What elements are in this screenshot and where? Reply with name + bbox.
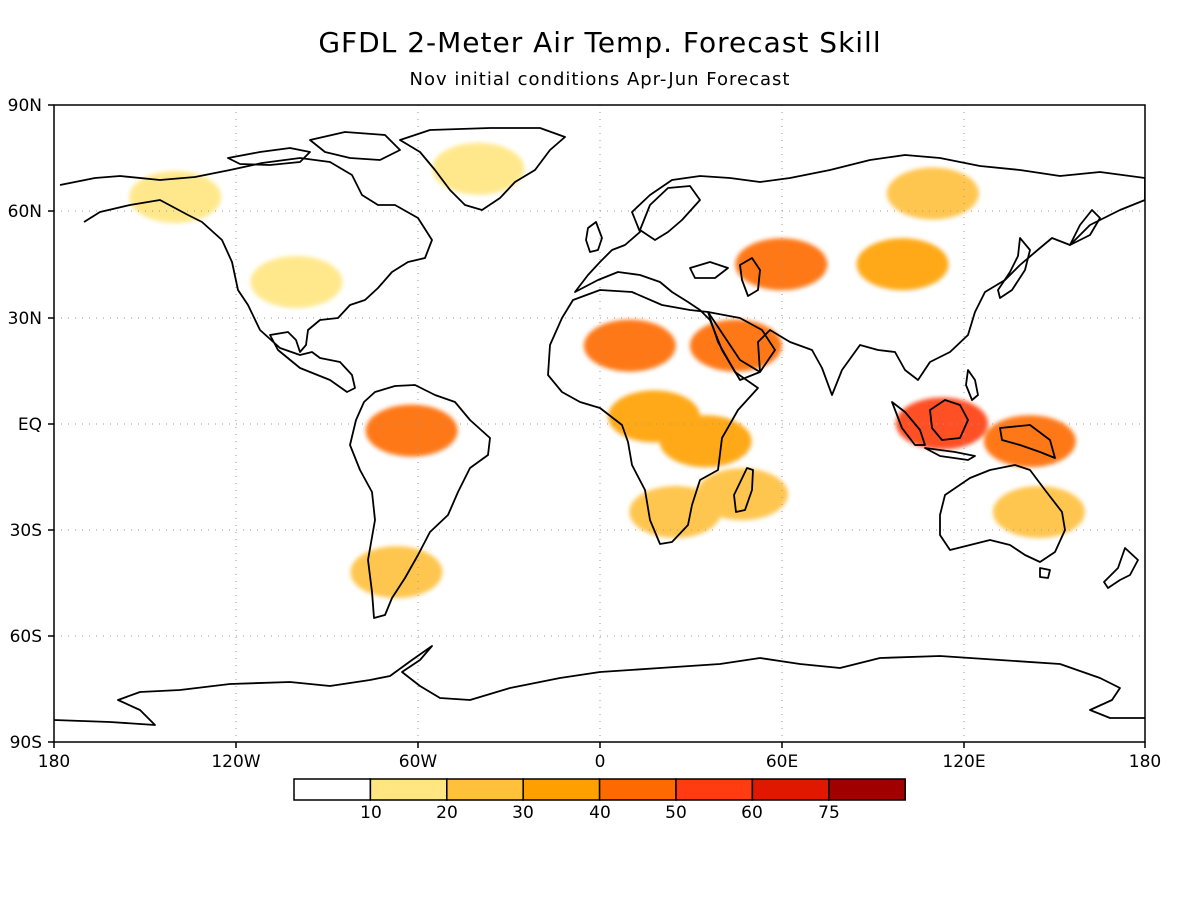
skill-region-core — [717, 480, 766, 509]
skill-region-core — [387, 416, 436, 445]
coast-borneo — [929, 399, 969, 441]
coast-south-america — [349, 384, 491, 619]
skill-region-core — [151, 183, 200, 212]
skill-region-core — [878, 250, 927, 279]
coastlines — [54, 127, 1145, 726]
colorbar-box — [828, 778, 906, 801]
lon-label: 180 — [1129, 752, 1161, 772]
coast-japan — [997, 237, 1031, 299]
colorbar-label: 20 — [436, 803, 458, 823]
colorbar-label: 40 — [589, 803, 611, 823]
colorbar-box — [369, 778, 448, 801]
lon-label: 180 — [38, 752, 70, 772]
colorbar-label: 75 — [818, 803, 840, 823]
coast-new-zealand — [1103, 547, 1139, 589]
lon-label: 120W — [211, 752, 260, 772]
skill-region-core — [272, 267, 321, 296]
lat-label: 60N — [8, 202, 42, 222]
colorbar-box — [598, 778, 677, 801]
skill-region-core — [372, 558, 421, 587]
lat-label: 90S — [10, 733, 42, 753]
lon-label: 60W — [399, 752, 438, 772]
coast-antarctica — [54, 645, 1145, 726]
coast-madagascar — [733, 467, 754, 513]
skill-region-core — [651, 497, 700, 526]
colorbar-label: 30 — [512, 803, 534, 823]
colorbar-label: 10 — [360, 803, 382, 823]
colorbar-labels: 10 20 30 40 50 60 75 — [360, 803, 840, 823]
lat-label: 30N — [8, 309, 42, 329]
lat-label: 60S — [10, 627, 42, 647]
lon-axis-labels: 180 120W 60W 0 60E 120E 180 — [38, 752, 1161, 772]
coast-uk — [585, 221, 603, 253]
colorbar-label: 50 — [665, 803, 687, 823]
coast-caspian — [739, 257, 761, 297]
map-title: GFDL 2-Meter Air Temp. Forecast Skill — [318, 26, 882, 59]
colorbar-box — [675, 778, 754, 801]
skill-region-core — [681, 427, 730, 456]
skill-region-core — [1014, 497, 1063, 526]
colorbar-box — [522, 778, 601, 801]
skill-shading — [129, 142, 1085, 599]
lat-label: 90N — [8, 96, 42, 116]
skill-region-core — [454, 154, 503, 183]
lon-label: 120E — [942, 752, 985, 772]
lat-axis-labels: 90N 60N 30N EQ 30S 60S 90S — [8, 96, 42, 753]
map-subtitle: Nov initial conditions Apr-Jun Forecast — [409, 69, 791, 90]
lon-label: 60E — [766, 752, 798, 772]
skill-region-core — [908, 179, 957, 208]
colorbar-box — [293, 778, 372, 801]
colorbar-label: 60 — [741, 803, 763, 823]
skill-region-core — [917, 409, 966, 438]
colorbar-box — [446, 778, 524, 801]
colorbar-box — [751, 778, 830, 801]
lat-label: 30S — [10, 521, 42, 541]
skill-region-core — [757, 250, 806, 279]
lon-label: 0 — [595, 752, 606, 772]
colorbar — [293, 778, 906, 801]
skill-region-core — [630, 402, 679, 431]
coast-new-guinea — [999, 424, 1056, 459]
lat-label: EQ — [18, 415, 42, 435]
skill-region-core — [605, 331, 654, 360]
coast-australia — [939, 464, 1066, 563]
coast-north-america — [59, 157, 433, 393]
skill-region-core — [1005, 427, 1054, 456]
axis-ticks — [48, 104, 1146, 748]
coast-greenland — [399, 127, 566, 211]
